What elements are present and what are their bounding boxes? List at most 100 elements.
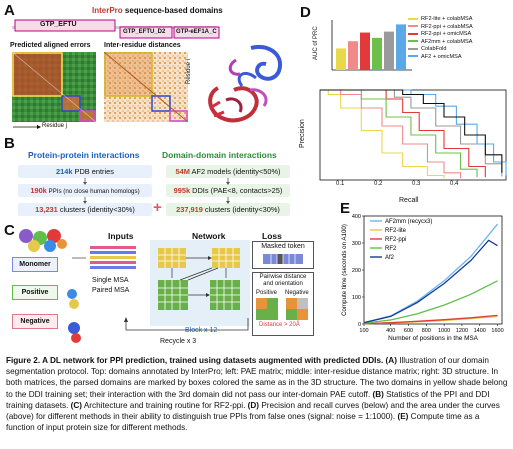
token-grid: [263, 254, 303, 264]
panel-a-letter: A: [4, 2, 15, 19]
pae-matrix: [12, 52, 96, 122]
legend-swatch: [408, 17, 418, 20]
caption-text-2: Statistics of the PPI and DDI training d…: [6, 389, 490, 410]
distance-note: Distance > 20Å: [259, 322, 300, 328]
legend-swatch: [408, 25, 418, 28]
ppi-row-3-text: clusters (identity<30%): [57, 205, 135, 214]
recycle-arrow: [124, 317, 249, 331]
ppi-row-2-text: PPIs (no close human homologs): [46, 188, 140, 195]
masked-token-label: Masked token: [261, 243, 305, 250]
interpro-title-rest: sequence-based domains: [122, 6, 223, 15]
auc-bar: [384, 31, 394, 70]
auc-bar: [348, 41, 358, 70]
prc-curve: [320, 89, 478, 178]
legend-label: AF2 + omicMSA: [421, 53, 462, 60]
legend-swatch: [408, 55, 418, 58]
prc-curve: [320, 89, 445, 179]
masked-token-box: Masked token: [252, 241, 314, 269]
residue-i-axis: Residue i: [186, 58, 192, 84]
e-x-tick-label: 600: [404, 328, 413, 334]
e-x-axis-label: Number of positions in the MSA: [388, 335, 479, 342]
recall-axis-label: Recall: [399, 197, 419, 204]
panel-d-chart: [319, 20, 507, 181]
ddi-row-2-text: DDIs (PAE<8, contacts>25): [190, 186, 283, 195]
e-legend-label: Af2: [385, 255, 395, 261]
loss-positive-label: Positive: [256, 290, 278, 296]
negative-box: Negative: [12, 314, 58, 329]
recall-tick-2: 0.3: [412, 181, 421, 187]
legend-swatch: [408, 47, 418, 50]
legend-item: AF2 + omicMSA: [408, 54, 512, 62]
e-series-line: [363, 280, 498, 324]
legend-swatch: [408, 32, 418, 35]
network-label: Network: [192, 231, 226, 241]
e-x-tick-label: 800: [422, 328, 431, 334]
domain-gtp-eef1a-c: GTP-eEF1A_C: [176, 29, 217, 35]
prc-curve: [320, 89, 507, 176]
auc-bar: [372, 37, 382, 70]
ddi-row-2: 995k DDIs (PAE<8, contacts>25): [166, 184, 290, 197]
ppi-row-3-num: 13,231: [35, 205, 58, 214]
residue-j-arrow: [13, 125, 41, 129]
caption-text-1: Illustration of our domain segmentation …: [6, 356, 508, 399]
caption-bold-2: (B): [372, 389, 384, 399]
legend-label: RF2-lite + colabMSA: [421, 16, 473, 22]
e-x-tick-label: 400: [386, 328, 395, 334]
legend-item: ColabFold: [408, 46, 512, 54]
e-y-tick-label: 400: [352, 214, 361, 220]
panel-d-letter: D: [300, 4, 311, 21]
caption-bold-3: (C): [70, 400, 83, 410]
domain-gtp-eftu: GTP_EFTU: [40, 21, 77, 28]
residue-j-axis: Residue j: [42, 123, 68, 129]
e-legend-label: RF2-lite: [385, 228, 407, 234]
e-x-tick-label: 100: [359, 328, 368, 334]
e-legend-label: RF2-ppi: [385, 237, 406, 243]
domain-gtp-eftu-d2: GTP_EFTU_D2: [123, 29, 166, 35]
panel-b-arrows: [83, 178, 230, 204]
auc-bar: [396, 24, 406, 70]
auc-axis-label: AUC of PRC: [313, 26, 319, 60]
block-x12: Block x 12: [185, 327, 218, 334]
legend-label: RF2-ppi + omicMSA: [421, 31, 472, 38]
prc-chart: [319, 89, 507, 181]
ddi-row-1: 54M AF2 models (identity<50%): [166, 165, 290, 178]
e-y-tick-label: 300: [352, 241, 361, 247]
loss-negative-label: Negative: [285, 290, 309, 296]
pairwise-label: Pairwise distance and orientation: [259, 274, 307, 287]
caption-text-4: Precision and recall curves (below) and …: [6, 400, 500, 422]
ppi-title: Protein-protein interactions: [28, 150, 140, 160]
msa-stripes: [72, 246, 136, 269]
distance-label: Inter-residue distances: [104, 42, 181, 49]
ppi-row-1-num: 214k: [56, 167, 73, 176]
monomer-box: Monomer: [12, 257, 58, 272]
plus-sign: +: [153, 199, 162, 216]
caption-bold-4: (D): [247, 400, 260, 410]
interpro-title: InterPro sequence-based domains: [92, 6, 223, 15]
ppi-row-2: 190k PPIs (no close human homologs): [18, 184, 152, 197]
inputs-label: Inputs: [108, 231, 134, 241]
recall-tick-3: 0.4: [450, 181, 459, 187]
e-x-tick-label: 1000: [438, 328, 450, 334]
ddi-title: Domain-domain interactions: [162, 150, 277, 160]
ddi-row-3-text: clusters (identity<30%): [202, 205, 280, 214]
legend-item: RF2-ppi + omicMSA: [408, 31, 512, 39]
protein-structure-icon: [208, 45, 282, 123]
prc-curve: [320, 89, 503, 177]
e-x-tick-label: 1600: [491, 328, 503, 334]
legend-item: RF2-ppi + colabMSA: [408, 24, 512, 32]
prc-curve: [320, 89, 486, 178]
legend-item: AF2mm + colabMSA: [408, 39, 512, 47]
legend-swatch: [408, 40, 418, 43]
e-y-axis-label: Compute time (seconds on A100): [341, 224, 348, 316]
legend-label: ColabFold: [421, 46, 447, 53]
prc-curve: [320, 89, 462, 179]
positive-box: Positive: [12, 285, 58, 300]
pairwise-box: Pairwise distance and orientation Positi…: [252, 272, 314, 336]
prc-frame: [319, 89, 507, 181]
ddi-row-2-num: 995k: [173, 186, 191, 195]
paired-msa-label: Paired MSA: [92, 287, 130, 294]
e-y-tick-label: 200: [352, 268, 361, 274]
pae-label: Predicted aligned errors: [10, 42, 91, 49]
auc-bar: [360, 32, 370, 70]
